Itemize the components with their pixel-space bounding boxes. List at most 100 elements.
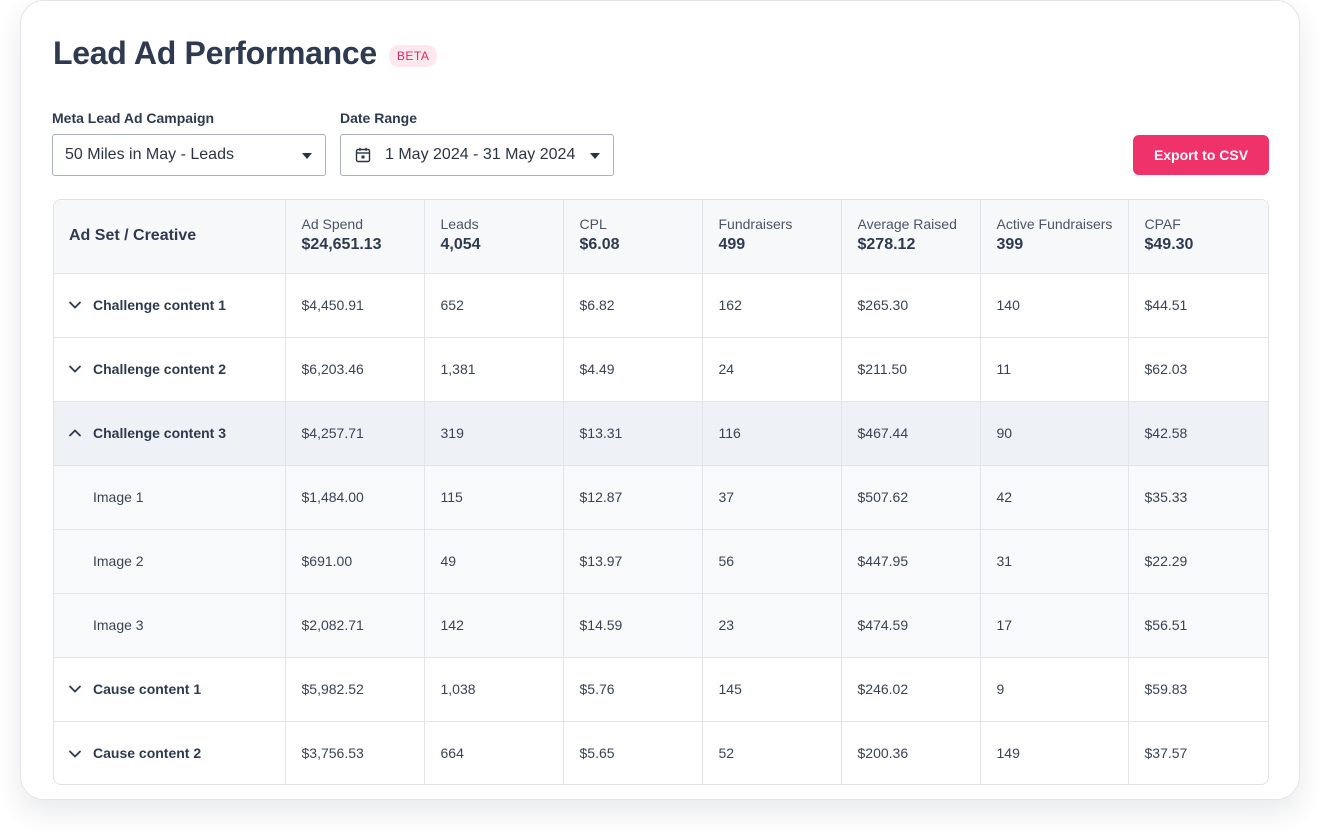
table-cell: 23 [702, 593, 842, 658]
chevron-down-icon[interactable] [69, 301, 81, 309]
ad-set-row[interactable]: Challenge content 3 $4,257.71 319 $13.31 116… [54, 401, 1268, 466]
table-cell: $246.02 [841, 657, 981, 722]
table-cell: 49 [424, 529, 564, 594]
column-header-leads[interactable]: Leads 4,054 [424, 200, 564, 274]
table-cell: 1,038 [424, 657, 564, 722]
table-cell: $13.31 [563, 401, 703, 466]
table-cell: 9 [980, 657, 1129, 722]
campaign-select[interactable]: 50 Miles in May - Leads [52, 134, 326, 176]
column-total: 399 [996, 236, 1024, 253]
table-cell: 149 [980, 721, 1129, 784]
row-name: Cause content 1 [93, 681, 202, 697]
calendar-icon [355, 147, 371, 163]
table-cell: $14.59 [563, 593, 703, 658]
column-label: Average Raised [857, 216, 957, 232]
column-header-cpl[interactable]: CPL $6.08 [563, 200, 703, 274]
caret-down-icon [302, 153, 312, 159]
row-name: Challenge content 2 [93, 361, 227, 377]
row-name: Image 1 [93, 489, 144, 505]
table-cell: $42.58 [1128, 401, 1268, 466]
table-cell: 140 [980, 273, 1129, 338]
row-name-cell[interactable]: Challenge content 1 [54, 273, 286, 338]
table-cell: $200.36 [841, 721, 981, 784]
table-cell: $507.62 [841, 465, 981, 530]
chevron-up-icon[interactable] [69, 429, 81, 437]
column-total: $6.08 [579, 236, 620, 253]
campaign-label: Meta Lead Ad Campaign [52, 110, 215, 126]
table-cell: $6.82 [563, 273, 703, 338]
column-label: CPAF [1144, 216, 1181, 232]
table-cell: $4,450.91 [285, 273, 425, 338]
table-cell: 17 [980, 593, 1129, 658]
table-cell: 31 [980, 529, 1129, 594]
table-cell: $56.51 [1128, 593, 1268, 658]
table-cell: $265.30 [841, 273, 981, 338]
table-cell: $62.03 [1128, 337, 1268, 402]
table-cell: 1,381 [424, 337, 564, 402]
date-range-label: Date Range [340, 110, 418, 126]
table-cell: 52 [702, 721, 842, 784]
table-cell: $5.65 [563, 721, 703, 784]
column-header-ad-spend[interactable]: Ad Spend $24,651.13 [285, 200, 425, 274]
table-cell: 145 [702, 657, 842, 722]
export-csv-button[interactable]: Export to CSV [1133, 135, 1269, 175]
column-total: 4,054 [440, 236, 481, 253]
table-cell: 90 [980, 401, 1129, 466]
campaign-select-value: 50 Miles in May - Leads [65, 146, 234, 163]
column-header-average-raised[interactable]: Average Raised $278.12 [841, 200, 981, 274]
date-range-select[interactable]: 1 May 2024 - 31 May 2024 [340, 134, 614, 176]
row-name-cell[interactable]: Challenge content 2 [54, 337, 286, 402]
creative-row: Image 3 $2,082.71 142 $14.59 23 $474.59 17 $56.… [54, 593, 1268, 658]
table-cell: $211.50 [841, 337, 981, 402]
table-cell: 319 [424, 401, 564, 466]
table-header-row: Ad Set / Creative Ad Spend $24,651.13 Lea… [54, 200, 1268, 274]
table-body: Challenge content 1 $4,450.91 652 $6.82 162 $… [54, 273, 1268, 784]
column-header-cpaf[interactable]: CPAF $49.30 [1128, 200, 1268, 274]
table-cell: 664 [424, 721, 564, 784]
row-name-cell[interactable]: Cause content 2 [54, 721, 286, 784]
column-header-active-fundraisers[interactable]: Active Fundraisers 399 [980, 200, 1129, 274]
row-name: Challenge content 3 [93, 425, 227, 441]
chevron-down-icon[interactable] [69, 365, 81, 373]
creative-row: Image 2 $691.00 49 $13.97 56 $447.95 31 $22.29 [54, 529, 1268, 594]
column-total: 499 [718, 236, 746, 253]
table-cell: 37 [702, 465, 842, 530]
table-cell: $3,756.53 [285, 721, 425, 784]
performance-table: Ad Set / Creative Ad Spend $24,651.13 Lea… [53, 199, 1269, 785]
table-cell: $6,203.46 [285, 337, 425, 402]
table-cell: $12.87 [563, 465, 703, 530]
table-cell: 652 [424, 273, 564, 338]
row-name-cell[interactable]: Cause content 1 [54, 657, 286, 722]
table-cell: $37.57 [1144, 745, 1188, 762]
ad-set-row[interactable]: Cause content 1 $5,982.52 1,038 $5.76 145 $24… [54, 657, 1268, 722]
row-name-cell[interactable]: Challenge content 3 [54, 401, 286, 466]
ad-set-row[interactable]: Cause content 2 $3,756.53 664 $5.65 52 $200.3… [54, 721, 1268, 784]
table-cell: $467.44 [841, 401, 981, 466]
table-cell: 56 [702, 529, 842, 594]
row-name: Image 3 [93, 617, 144, 633]
table-cell: $13.97 [563, 529, 703, 594]
column-label: Active Fundraisers [996, 216, 1113, 232]
ad-set-row[interactable]: Challenge content 1 $4,450.91 652 $6.82 162 $… [54, 273, 1268, 338]
column-label: Ad Spend [301, 216, 364, 232]
table-cell: $4,257.71 [285, 401, 425, 466]
column-total: $49.30 [1144, 236, 1194, 253]
table-cell: 42 [980, 465, 1129, 530]
column-header-ad-set[interactable]: Ad Set / Creative [54, 200, 286, 274]
table-cell: $1,484.00 [285, 465, 425, 530]
column-header-fundraisers[interactable]: Fundraisers 499 [702, 200, 842, 274]
row-name: Challenge content 1 [93, 297, 227, 313]
column-label: CPL [579, 216, 607, 232]
table-cell: $4.49 [563, 337, 703, 402]
beta-badge: BETA [388, 44, 438, 67]
chevron-down-icon[interactable] [69, 685, 81, 693]
title-row: Lead Ad Performance BETA [53, 35, 438, 72]
row-name: Cause content 2 [93, 745, 202, 762]
table-cell: $22.29 [1128, 529, 1268, 594]
table-cell: 162 [702, 273, 842, 338]
table-cell: $474.59 [841, 593, 981, 658]
chevron-down-icon[interactable] [69, 750, 81, 758]
ad-set-row[interactable]: Challenge content 2 $6,203.46 1,381 $4.49 24… [54, 337, 1268, 402]
page-title: Lead Ad Performance [53, 35, 377, 71]
column-label: Fundraisers [718, 216, 793, 232]
